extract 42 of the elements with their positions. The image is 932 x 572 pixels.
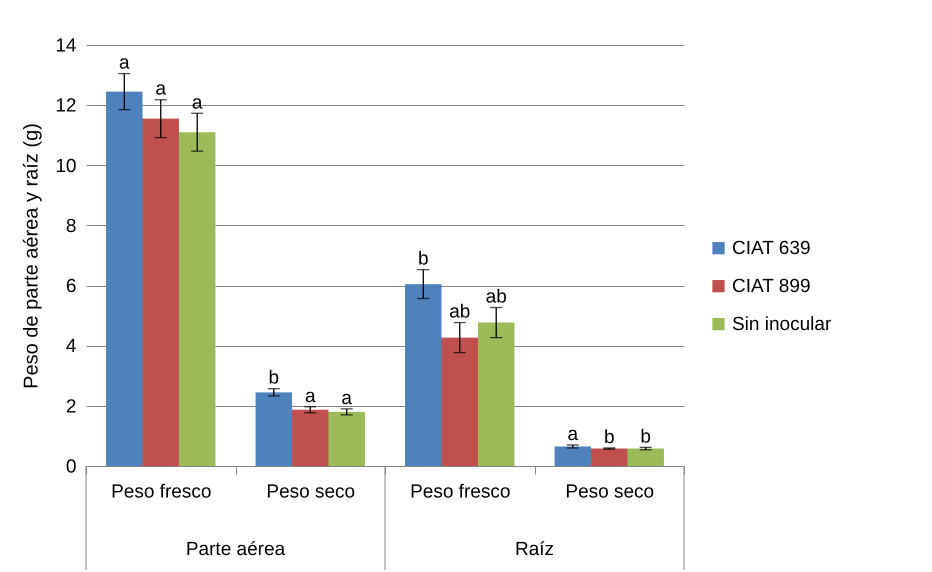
data-label: a — [119, 52, 130, 74]
y-tick-label: 2 — [66, 396, 76, 418]
data-label: a — [304, 386, 316, 407]
y-tick-label: 8 — [66, 216, 76, 237]
data-label: a — [568, 424, 578, 445]
y-tick-label: 6 — [66, 276, 76, 298]
bar — [442, 338, 478, 466]
legend-label: CIAT 639 — [732, 238, 811, 260]
bar — [627, 448, 664, 466]
y-tick-label: 4 — [66, 336, 77, 358]
text: Raíz — [514, 539, 554, 560]
y-axis-title: Peso de parte aérea y raíz (g) — [20, 123, 42, 389]
data-label: a — [155, 78, 166, 100]
data-label: b — [418, 248, 429, 270]
data-label: b — [640, 426, 652, 448]
data-label: a — [341, 388, 352, 409]
x-tick-label: Peso fresco — [410, 482, 510, 502]
legend-label: CIAT 899 — [732, 276, 811, 298]
bar — [328, 412, 365, 466]
data-label: a — [192, 92, 203, 114]
bar — [554, 446, 592, 466]
bar — [405, 284, 442, 466]
bar — [142, 118, 179, 466]
data-label: b — [268, 368, 280, 389]
bar — [478, 322, 514, 466]
x-tick-label: Peso seco — [266, 482, 356, 502]
data-label: ab — [486, 286, 507, 308]
data-label: ab — [449, 302, 470, 323]
bar — [256, 392, 292, 466]
y-tick-label: 12 — [55, 96, 76, 117]
legend-label: Sin inocular — [732, 314, 832, 336]
bar — [106, 92, 143, 466]
bar — [591, 448, 628, 466]
x-tick-label: Peso seco — [565, 482, 654, 502]
y-tick-label: 0 — [66, 456, 76, 478]
x-tick-label: Peso fresco — [111, 482, 212, 502]
data-label: b — [604, 426, 615, 448]
bar — [178, 132, 216, 466]
y-tick-label: 10 — [55, 156, 76, 177]
text: Parte aérea — [186, 539, 286, 560]
y-tick-label: 14 — [55, 36, 77, 56]
bar — [292, 410, 328, 466]
